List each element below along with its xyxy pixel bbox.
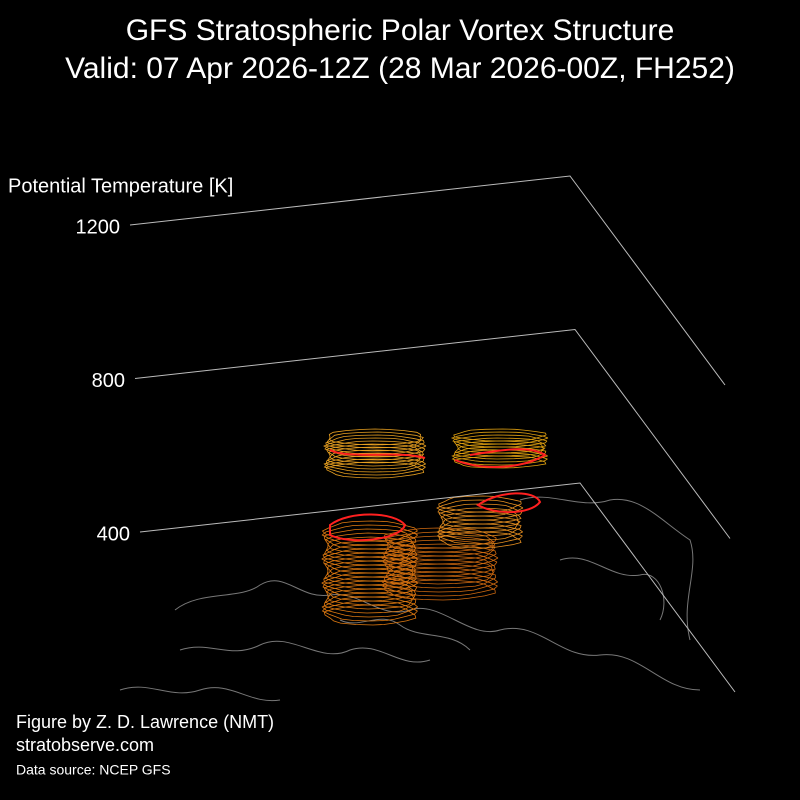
- vortex-contour: [453, 455, 547, 469]
- vortex-contour: [325, 434, 425, 452]
- vortex-contour: [381, 571, 498, 593]
- website: stratobserve.com: [16, 735, 154, 755]
- vortex-contour: [386, 559, 494, 581]
- z-tick-label: 800: [92, 370, 125, 392]
- vortex-edge: [476, 492, 542, 514]
- vortex-contour: [384, 531, 496, 553]
- chart-title: GFS Stratospheric Polar Vortex Structure: [126, 14, 675, 47]
- coastline: [339, 618, 471, 651]
- coastline: [519, 496, 694, 641]
- vortex-contour: [321, 596, 418, 618]
- vortex-contour: [436, 523, 523, 541]
- vortex-contour: [322, 576, 418, 598]
- vortex-contour: [455, 440, 545, 454]
- vortex-contour: [323, 437, 427, 455]
- vortex-contour: [324, 440, 426, 458]
- vortex-contour: [323, 592, 417, 614]
- vortex-contour: [387, 535, 493, 557]
- vortex-contour: [384, 579, 496, 601]
- coastline: [179, 640, 431, 663]
- vortex-contour: [323, 458, 426, 476]
- chart-subtitle: Valid: 07 Apr 2026-12Z (28 Mar 2026-00Z,…: [65, 52, 735, 85]
- vortex: [321, 428, 549, 626]
- vortex-edge: [454, 448, 547, 468]
- vortex-contour: [325, 443, 425, 461]
- vortex-contour: [323, 455, 426, 473]
- vortex-contour: [438, 519, 522, 537]
- coastline: [559, 557, 665, 621]
- vortex-contour: [451, 449, 548, 463]
- coastline: [174, 580, 701, 691]
- vortex-contour: [321, 548, 419, 570]
- vortex-contour: [381, 575, 498, 597]
- vortex-contour: [436, 527, 523, 545]
- vortex-contour: [385, 563, 495, 585]
- vortex-contour: [321, 600, 418, 622]
- coastline: [119, 686, 281, 702]
- vortex-contour: [321, 524, 418, 546]
- grid-line: [139, 482, 736, 693]
- vortex-contour: [439, 515, 521, 533]
- vortex-contour: [325, 461, 425, 479]
- coastlines: [119, 496, 701, 702]
- vortex-contour: [326, 449, 424, 467]
- vortex-contour: [438, 495, 522, 513]
- vortex-contour: [454, 443, 546, 457]
- vortex-edge: [329, 513, 407, 542]
- grid-line: [134, 328, 731, 539]
- z-tick-label: 400: [97, 523, 130, 545]
- grid-line: [129, 175, 726, 386]
- vortex-contour: [321, 572, 419, 594]
- vortex-contour: [323, 528, 417, 550]
- credit: Figure by Z. D. Lawrence (NMT): [16, 712, 274, 732]
- z-tick-label: 1200: [76, 216, 121, 238]
- vortex-contour: [452, 434, 548, 448]
- vortex-contour: [323, 580, 417, 602]
- vortex-contour: [326, 431, 424, 449]
- data-source: Data source: NCEP GFS: [16, 762, 171, 778]
- vortex-contour: [450, 431, 549, 445]
- vortex-contour: [384, 539, 496, 561]
- vortex-contour: [384, 555, 496, 577]
- vortex-contour: [440, 511, 520, 529]
- vortex-contour: [436, 499, 524, 517]
- vortex-contour: [382, 551, 498, 573]
- vortex-contour: [438, 531, 522, 549]
- vortex-contour: [438, 507, 522, 525]
- vortex-contour: [453, 446, 547, 460]
- vortex-contour: [323, 552, 417, 574]
- vortex-contour: [324, 588, 416, 610]
- vortex-contour: [383, 543, 497, 565]
- vortex-contour: [381, 547, 499, 569]
- vortex-contour: [328, 428, 422, 446]
- vortex-edge: [329, 449, 426, 459]
- vortex-contour: [453, 428, 547, 442]
- vortex-contour: [437, 503, 523, 521]
- vortex-contour: [384, 567, 496, 589]
- vortex-contour: [323, 604, 417, 626]
- vortex-contour: [327, 446, 423, 464]
- z-axis-label: Potential Temperature [K]: [8, 175, 233, 197]
